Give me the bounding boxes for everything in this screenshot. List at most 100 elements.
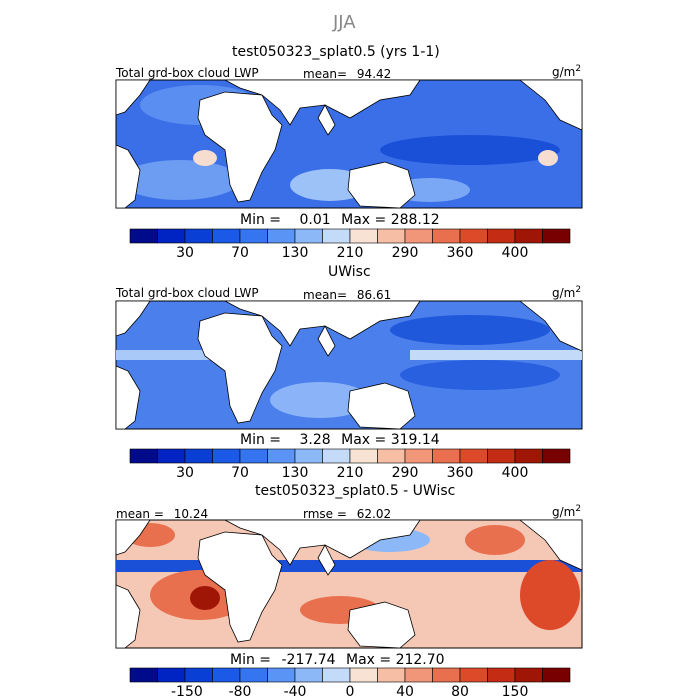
panel1-min-label: Min =	[240, 212, 282, 228]
colorbar-swatch	[459, 667, 488, 683]
colorbar-swatch	[184, 448, 213, 464]
panel1-field-patch	[538, 150, 558, 166]
panel2-units-base: g/m	[552, 286, 576, 300]
colorbar-swatch	[487, 448, 516, 464]
colorbar-tick-label: -150	[171, 684, 203, 700]
panel1-field-patch	[193, 150, 217, 166]
panel2-mean-key: mean=	[303, 288, 348, 302]
panel2-field-patch	[390, 315, 550, 345]
colorbar-swatch	[404, 667, 433, 683]
colorbar-swatch	[349, 667, 378, 683]
panel2-map	[115, 300, 583, 430]
panel2-title: UWisc	[328, 264, 371, 280]
colorbar-tick-label: -40	[283, 684, 307, 700]
colorbar-swatch	[267, 667, 296, 683]
panel3-min-label: Min =	[230, 652, 272, 668]
panel2-colorbar	[129, 448, 571, 464]
colorbar-tick-label: 210	[336, 245, 364, 261]
colorbar-swatch	[129, 448, 158, 464]
colorbar-swatch	[459, 228, 488, 244]
panel2-units-exp: 2	[575, 285, 582, 295]
colorbar-swatch	[349, 448, 378, 464]
colorbar-swatch	[404, 228, 433, 244]
panel3-land-americas-north	[115, 519, 151, 556]
panel3-land-eurasia	[224, 519, 421, 566]
colorbar-swatch	[404, 448, 433, 464]
panel3-min-value: -217.74	[281, 652, 336, 668]
colorbar-tick-label: 130	[281, 245, 309, 261]
panel3-mean-label: mean = 10.24	[116, 507, 208, 521]
panel2-field-patch	[270, 382, 370, 418]
colorbar-tick-label: 400	[501, 465, 529, 481]
panel2-max-value: 319.14	[390, 432, 440, 448]
panel1-land-eurasia	[224, 79, 421, 126]
colorbar-swatch	[432, 228, 461, 244]
panel1-max-label: Max =	[341, 212, 387, 228]
colorbar-swatch	[212, 667, 241, 683]
colorbar-swatch	[349, 228, 378, 244]
colorbar-swatch	[514, 448, 543, 464]
panel2-land-africa	[197, 312, 283, 424]
panel3-rmse-value: 62.02	[356, 507, 392, 521]
colorbar-swatch	[294, 228, 323, 244]
panel1-units-base: g/m	[552, 65, 576, 79]
panel3-mean-value: 10.24	[173, 507, 209, 521]
colorbar-swatch	[294, 448, 323, 464]
colorbar-swatch	[432, 448, 461, 464]
colorbar-swatch	[432, 667, 461, 683]
panel3-title: test050323_splat0.5 - UWisc	[255, 483, 456, 499]
colorbar-tick-label: 400	[501, 245, 529, 261]
panel3-land-india	[317, 544, 336, 576]
panel1-min-value: 0.01	[299, 212, 331, 228]
colorbar-swatch	[294, 667, 323, 683]
panel3-units-base: g/m	[552, 505, 576, 519]
panel1-mean-label: mean= 94.42	[303, 67, 391, 81]
panel2-field-patch	[116, 350, 276, 360]
panel2-land-americas-south	[115, 365, 141, 430]
colorbar-swatch	[212, 448, 241, 464]
panel2-land-australia	[347, 382, 416, 430]
panel3-land-australia	[347, 601, 416, 649]
panel1-land-africa	[197, 91, 283, 203]
panel3-mean-key: mean =	[116, 507, 164, 521]
panel2-units: g/m2	[552, 285, 581, 300]
colorbar-swatch	[542, 228, 571, 244]
colorbar-tick-label: 40	[396, 684, 414, 700]
panel2-variable-label: Total grd-box cloud LWP	[116, 286, 259, 300]
colorbar-tick-label: 0	[345, 684, 355, 700]
panel2-min-value: 3.28	[299, 432, 331, 448]
colorbar-swatch	[514, 228, 543, 244]
panel2-mean-label: mean= 86.61	[303, 288, 391, 302]
panel1-mean-key: mean=	[303, 67, 348, 81]
panel2-field-patch	[410, 350, 582, 360]
panel3-units: g/m2	[552, 504, 581, 519]
panel2-land-americas-east	[518, 300, 583, 352]
panel3-land-americas-east	[518, 519, 583, 571]
panel1-land-australia	[347, 161, 416, 209]
season-title: JJA	[333, 12, 356, 33]
panel1-field-patch	[120, 160, 240, 200]
panel1-variable-label: Total grd-box cloud LWP	[116, 66, 259, 80]
colorbar-tick-label: 70	[231, 245, 249, 261]
colorbar-tick-label: 210	[336, 465, 364, 481]
colorbar-tick-label: 360	[446, 465, 474, 481]
colorbar-swatch	[377, 448, 406, 464]
panel1-map	[115, 79, 583, 209]
colorbar-tick-label: 130	[281, 465, 309, 481]
colorbar-tick-label: 360	[446, 245, 474, 261]
colorbar-swatch	[542, 667, 571, 683]
panel3-map	[115, 519, 583, 649]
colorbar-swatch	[267, 448, 296, 464]
panel3-field-patch	[465, 525, 525, 555]
panel2-min-label: Min =	[240, 432, 282, 448]
colorbar-swatch	[239, 667, 268, 683]
panel1-title: test050323_splat0.5 (yrs 1-1)	[232, 44, 440, 60]
panel3-field-patch	[190, 586, 220, 610]
panel1-land-americas-north	[115, 79, 151, 116]
colorbar-swatch	[322, 667, 351, 683]
colorbar-swatch	[322, 228, 351, 244]
panel2-max-label: Max =	[341, 432, 387, 448]
panel1-minmax: Min = 0.01 Max = 288.12	[240, 212, 440, 228]
colorbar-tick-label: -80	[228, 684, 252, 700]
panel3-field-patch	[520, 560, 580, 630]
